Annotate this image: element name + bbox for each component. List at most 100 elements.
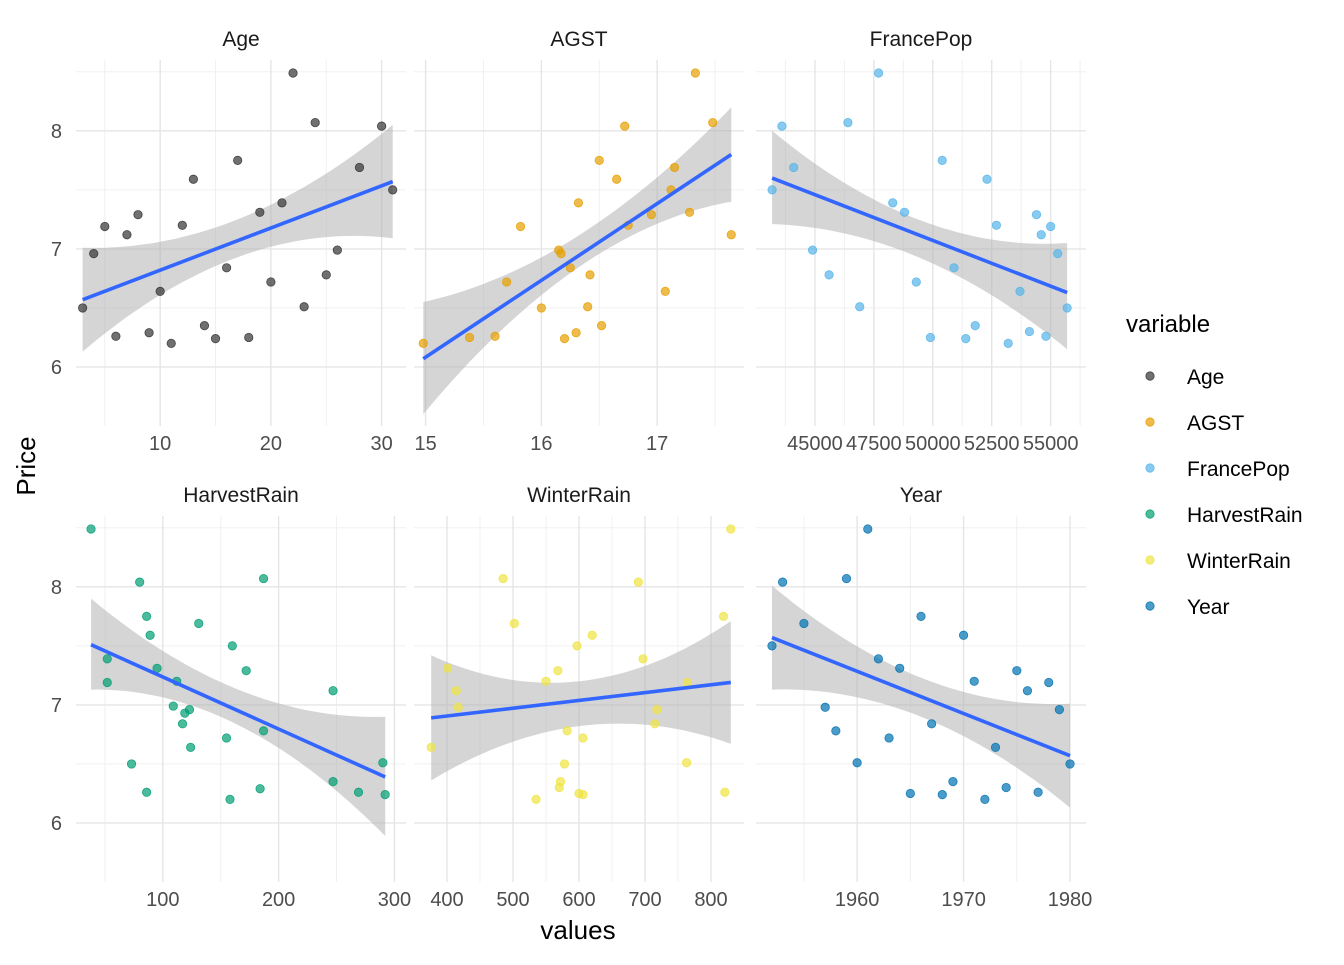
legend-item-age: Age <box>1145 366 1224 389</box>
data-point <box>142 611 152 621</box>
data-point <box>970 321 980 331</box>
data-point <box>937 155 947 165</box>
data-point <box>905 788 915 799</box>
data-point <box>210 334 221 344</box>
data-point <box>572 641 582 651</box>
data-point <box>168 701 178 711</box>
data-point <box>767 185 777 195</box>
x-tick-label: 10 <box>149 433 171 455</box>
panel-harvestrain: HarvestRain 100 200 300 6 7 8 <box>51 484 411 911</box>
data-point <box>299 302 309 312</box>
data-point <box>555 777 566 787</box>
legend-item-agst: AGST <box>1145 412 1244 435</box>
data-point <box>720 787 730 797</box>
data-point <box>145 630 155 640</box>
data-point <box>855 302 865 312</box>
data-point <box>102 654 112 664</box>
data-point <box>1062 303 1072 313</box>
legend-label: Year <box>1187 596 1229 619</box>
data-point <box>451 686 461 696</box>
data-point <box>612 174 622 184</box>
data-point <box>807 245 818 255</box>
data-point <box>1022 686 1033 696</box>
data-point <box>873 654 884 664</box>
data-point <box>948 777 958 787</box>
data-point <box>328 777 338 787</box>
data-point <box>553 666 563 676</box>
data-point <box>1054 705 1064 715</box>
data-point <box>328 686 338 696</box>
confidence-band <box>772 130 1068 350</box>
data-point <box>258 726 269 736</box>
panel-title: Age <box>222 28 259 51</box>
panel-age: Age 10 20 30 6 7 8 <box>51 28 406 455</box>
data-point <box>726 524 736 534</box>
legend-label: Age <box>1187 366 1224 389</box>
data-point <box>166 338 176 348</box>
data-point <box>682 677 692 688</box>
data-point <box>573 198 584 208</box>
y-tick-label: 6 <box>51 357 62 379</box>
data-point <box>1015 286 1025 297</box>
data-point <box>515 221 526 232</box>
data-point <box>1041 331 1051 341</box>
data-point <box>980 794 990 804</box>
data-point <box>536 303 546 313</box>
data-point <box>221 733 232 743</box>
data-point <box>1012 666 1022 676</box>
data-point <box>767 641 777 651</box>
data-point <box>982 174 992 184</box>
x-tick-label: 600 <box>562 889 595 911</box>
fit-line <box>771 635 1071 758</box>
data-point <box>596 321 607 331</box>
x-tick-label: 47500 <box>846 433 902 455</box>
data-point <box>820 702 830 712</box>
data-point <box>583 302 593 312</box>
data-point <box>122 230 132 240</box>
x-tick-label: 800 <box>694 889 727 911</box>
data-point <box>899 207 910 217</box>
data-point <box>559 334 570 344</box>
legend-key <box>1145 601 1155 611</box>
data-point <box>155 286 165 297</box>
data-point <box>646 210 656 220</box>
data-point <box>669 162 680 173</box>
panel-title: AGST <box>550 28 607 51</box>
data-point <box>690 68 700 78</box>
data-point <box>126 759 137 769</box>
panel-francepop: FrancePop 45000 47500 50000 52500 55000 <box>756 28 1086 455</box>
data-point <box>852 758 862 768</box>
data-point <box>937 790 947 800</box>
data-point <box>594 155 604 165</box>
data-point <box>111 331 121 341</box>
x-tick-label: 15 <box>414 433 436 455</box>
data-point <box>310 117 320 128</box>
data-point <box>718 611 729 621</box>
data-point <box>102 677 112 688</box>
data-point <box>321 270 331 280</box>
legend-label: AGST <box>1187 412 1244 435</box>
data-point <box>225 794 235 804</box>
data-point <box>778 577 788 587</box>
data-point <box>194 618 204 629</box>
data-point <box>681 758 692 768</box>
data-point <box>89 249 99 259</box>
data-point <box>799 618 809 629</box>
data-point <box>843 117 853 128</box>
legend-label: WinterRain <box>1187 550 1291 573</box>
x-tick-label: 50000 <box>905 433 961 455</box>
panel-title: HarvestRain <box>183 484 299 507</box>
y-tick-label: 6 <box>51 813 62 835</box>
data-point <box>927 719 937 729</box>
x-tick-label: 500 <box>496 889 529 911</box>
data-point <box>184 705 195 715</box>
data-point <box>502 277 512 287</box>
panel-title: WinterRain <box>527 484 631 507</box>
data-point <box>620 121 630 131</box>
y-tick-label: 8 <box>51 577 62 599</box>
data-point <box>135 577 145 587</box>
x-tick-label: 30 <box>371 433 393 455</box>
data-point <box>86 524 96 534</box>
fit-line <box>422 152 733 361</box>
legend-item-harvestrain: HarvestRain <box>1145 504 1303 527</box>
